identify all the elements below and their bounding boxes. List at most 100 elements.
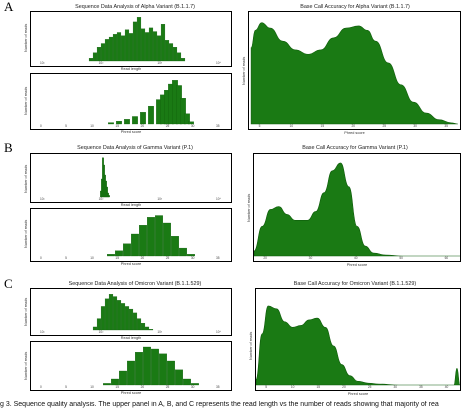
histogram-bar [128,308,134,331]
x-tick-label: 0 [40,385,42,389]
histogram-bar [124,119,130,125]
panel-letter-b: B [4,140,13,155]
histogram-bar [127,360,135,386]
histogram-bar [187,254,195,257]
histogram-bar [171,236,179,257]
x-tick-label: 30 [413,124,417,128]
histogram-bar [111,378,119,386]
histogram-bar [188,121,194,125]
histogram-bar [108,294,114,331]
panel-letter-a: A [4,0,14,14]
x-tick-label: 10 [289,124,294,128]
x-tick-label: 0 [40,256,42,260]
histogram-bar [172,47,178,62]
histogram-bar [119,370,127,386]
histogram-bar [144,326,150,331]
histogram-bar [147,217,155,257]
histogram-bar [163,222,171,257]
x-tick-label: 30 [190,256,195,260]
chart-b-read-length: 10¹ 10² 10³ 10⁴ [30,153,232,203]
chart-svg [108,80,194,125]
histogram-bar [104,298,110,331]
histogram-bar [135,352,143,386]
x-tick-label: 10² [98,61,104,65]
title-a-left: Sequence Data Analysis of Alpha Variant … [75,4,195,10]
chart-svg [92,294,154,331]
histogram-bar [115,250,123,257]
chart-svg [254,162,460,257]
histogram-bar [108,36,114,62]
histogram-bar [107,254,115,257]
ylabel-a-score: Number of reads [24,86,28,115]
histogram-bar [140,28,146,62]
histogram-bar [100,43,106,62]
xlabel-c-len: Read length [120,336,142,340]
histogram-bar [120,303,126,331]
histogram-bar [96,318,102,331]
histogram-bar [151,348,159,386]
area-series [254,162,460,257]
histogram-bar [148,329,154,331]
x-tick-label: 35 [216,256,220,260]
x-tick-label: 25 [165,385,170,389]
chart-a-read-length: 10¹ 10² 10³ 10⁴ [30,11,232,67]
chart-svg [100,157,110,198]
title-c-right: Base Call Accuracy for Omicron Variant (… [293,281,417,287]
x-tick-label: 20 [342,385,346,389]
histogram-bar [179,247,187,257]
histogram-bar [159,353,167,386]
histogram-bar [160,24,166,62]
x-tick-label: 10 [90,385,94,389]
ylabel-c-score: Number of reads [24,351,28,380]
area-series [250,22,458,125]
histogram-bar [139,225,147,257]
histogram-bar [107,192,109,198]
title-b-right: Base Call Accuracy for Gamma Variant (P.… [302,145,408,151]
xlabel-b-score: Phred score [120,262,142,266]
histogram-bar [124,306,130,331]
x-tick-label: 5 [258,124,261,128]
histogram-bar [92,326,98,331]
histogram-bar [180,97,186,125]
xlabel-b-len: Read length [120,203,142,207]
x-tick-label: 20 [351,124,356,128]
x-tick-label: 10³ [157,61,162,65]
histogram-bar [92,52,98,62]
xlabel-c-acc: Phred score [347,392,369,396]
histogram-bar [136,318,142,331]
histogram-bar [112,296,118,331]
histogram-bar [156,35,162,62]
x-tick-label: 25 [165,124,170,128]
chart-svg [256,305,460,386]
x-tick-label: 10² [98,197,104,201]
histogram-bar [136,17,142,62]
histogram-bar [191,383,199,386]
x-tick-label: 20 [140,385,145,389]
ylabel-c-len: Number of reads [24,297,28,326]
histogram-bar [132,21,138,62]
histogram-bar [143,346,151,386]
histogram-bar [140,323,146,331]
chart-svg [103,346,199,386]
ylabel-c-acc: Number of reads [249,331,253,360]
histogram-bar [106,186,108,198]
x-tick-label: 0 [40,124,42,128]
x-tick-label: 10⁴ [216,330,221,334]
histogram-bar [116,300,122,331]
histogram-bar [104,39,110,62]
x-tick-label: 50 [399,256,403,260]
histogram-bar [124,29,130,62]
x-tick-label: 15 [320,124,325,128]
histogram-bar [175,369,183,386]
ylabel-a-len: Number of reads [24,23,28,52]
x-tick-label: 30 [308,256,313,260]
xlabel-a-acc: Phred score [344,131,365,135]
histogram-bar [148,27,154,62]
x-tick-label: 35 [216,385,220,389]
chart-svg [250,22,458,125]
histogram-bar [108,122,114,125]
xlabel-b-acc: Phred score [346,263,368,267]
chart-svg [107,215,195,257]
histogram-bar [144,32,150,62]
x-tick-label: 25 [367,385,372,389]
